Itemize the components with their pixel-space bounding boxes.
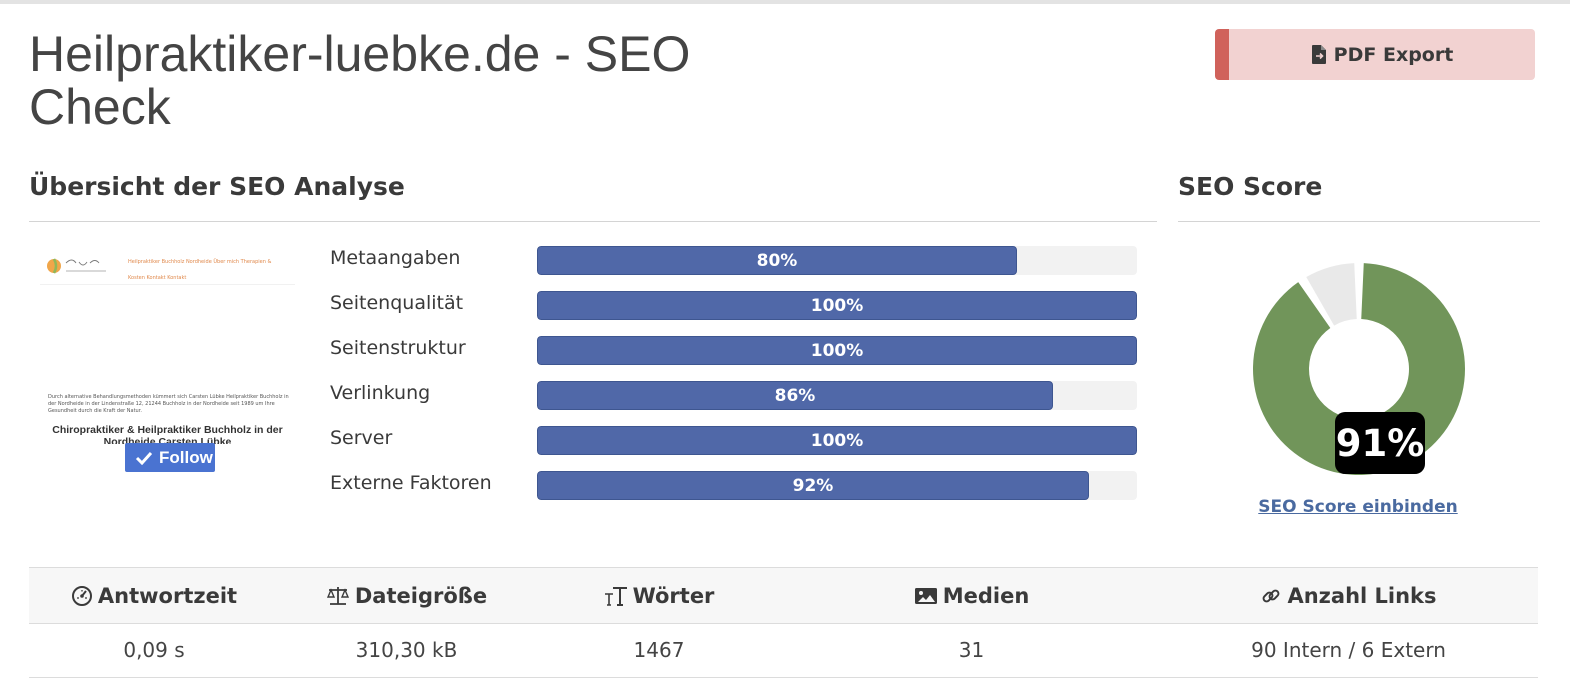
site-heading: Chiropraktiker & Heilpraktiker Buchholz … <box>52 424 283 444</box>
stats-value-anzahl-links: 90 Intern / 6 Extern <box>1251 638 1446 662</box>
bar-label-metaangaben: Metaangaben <box>330 247 461 269</box>
stats-header-label: Antwortzeit <box>97 583 238 608</box>
stats-header-label: Dateigröße <box>354 583 488 608</box>
score-badge: 91% <box>1335 412 1425 474</box>
bar-label-seitenqualitaet: Seitenqualität <box>330 292 464 314</box>
check-icon <box>135 451 153 465</box>
bar-label-seitenstruktur: Seitenstruktur <box>330 337 466 359</box>
bar-fill-seitenstruktur: 100% <box>537 336 1137 365</box>
follow-label: Follow <box>159 447 213 467</box>
bar-track-verlinkung: 86% <box>537 381 1137 410</box>
link-icon <box>1263 589 1280 602</box>
site-nav: Heilpraktiker Buchholz Nordheide Über mi… <box>128 259 272 281</box>
bar-track-server: 100% <box>537 426 1137 455</box>
site-paragraph: Durch alternative Behandlungsmethoden kü… <box>48 394 289 414</box>
stats-header-row: Antwortzeit Dateigröße Wörter Medien Anz… <box>29 567 1538 624</box>
stats-header-antwortzeit: Antwortzeit <box>29 568 279 623</box>
image-icon <box>914 587 937 604</box>
stats-value-dateigroesse: 310,30 kB <box>355 638 458 662</box>
bar-label-externe-faktoren: Externe Faktoren <box>330 472 492 494</box>
bar-fill-externe-faktoren: 92% <box>537 471 1089 500</box>
stats-value-medien: 31 <box>958 638 985 662</box>
stats-header-label: Wörter <box>632 583 715 608</box>
pdf-export-label: PDF Export <box>1333 43 1454 66</box>
file-export-icon <box>1311 45 1326 64</box>
bar-fill-metaangaben: 80% <box>537 246 1017 275</box>
site-header-divider <box>40 284 295 285</box>
stats-header-dateigroesse: Dateigröße <box>279 568 534 623</box>
follow-button[interactable]: Follow <box>125 443 215 472</box>
score-embed-link[interactable]: SEO Score einbinden <box>1258 497 1458 517</box>
stats-header-woerter: Wörter <box>534 568 784 623</box>
bar-track-metaangaben: 80% <box>537 246 1137 275</box>
stats-value-antwortzeit: 0,09 s <box>123 638 185 662</box>
website-screenshot: Heilpraktiker Buchholz Nordheide Über mi… <box>40 242 295 472</box>
bar-label-verlinkung: Verlinkung <box>330 382 431 404</box>
bar-track-externe-faktoren: 92% <box>537 471 1137 500</box>
stats-value-row: 0,09 s 310,30 kB 1467 31 90 Intern / 6 E… <box>29 623 1538 678</box>
bar-label-server: Server <box>330 427 393 449</box>
stats-header-label: Anzahl Links <box>1287 583 1437 608</box>
stats-header-label: Medien <box>942 583 1030 608</box>
bar-fill-verlinkung: 86% <box>537 381 1053 410</box>
bar-track-seitenstruktur: 100% <box>537 336 1137 365</box>
pdf-export-button[interactable]: PDF Export <box>1215 29 1535 80</box>
score-title: SEO Score <box>1178 172 1323 201</box>
score-segment-rest <box>1306 263 1357 326</box>
bar-track-seitenqualitaet: 100% <box>537 291 1137 320</box>
gauge-icon <box>71 585 92 606</box>
bar-fill-seitenqualitaet: 100% <box>537 291 1137 320</box>
page-title: Heilpraktiker-luebke.de - SEO Check <box>29 26 691 135</box>
site-logo-icon <box>47 258 106 274</box>
scale-icon <box>326 586 349 605</box>
top-border <box>0 0 1570 4</box>
stats-value-woerter: 1467 <box>633 638 685 662</box>
overview-title: Übersicht der SEO Analyse <box>29 172 405 201</box>
stats-header-medien: Medien <box>784 568 1159 623</box>
stats-header-anzahl-links: Anzahl Links <box>1159 568 1538 623</box>
overview-divider <box>29 221 1157 222</box>
text-size-icon <box>604 586 627 606</box>
bar-fill-server: 100% <box>537 426 1137 455</box>
score-divider <box>1178 221 1540 222</box>
